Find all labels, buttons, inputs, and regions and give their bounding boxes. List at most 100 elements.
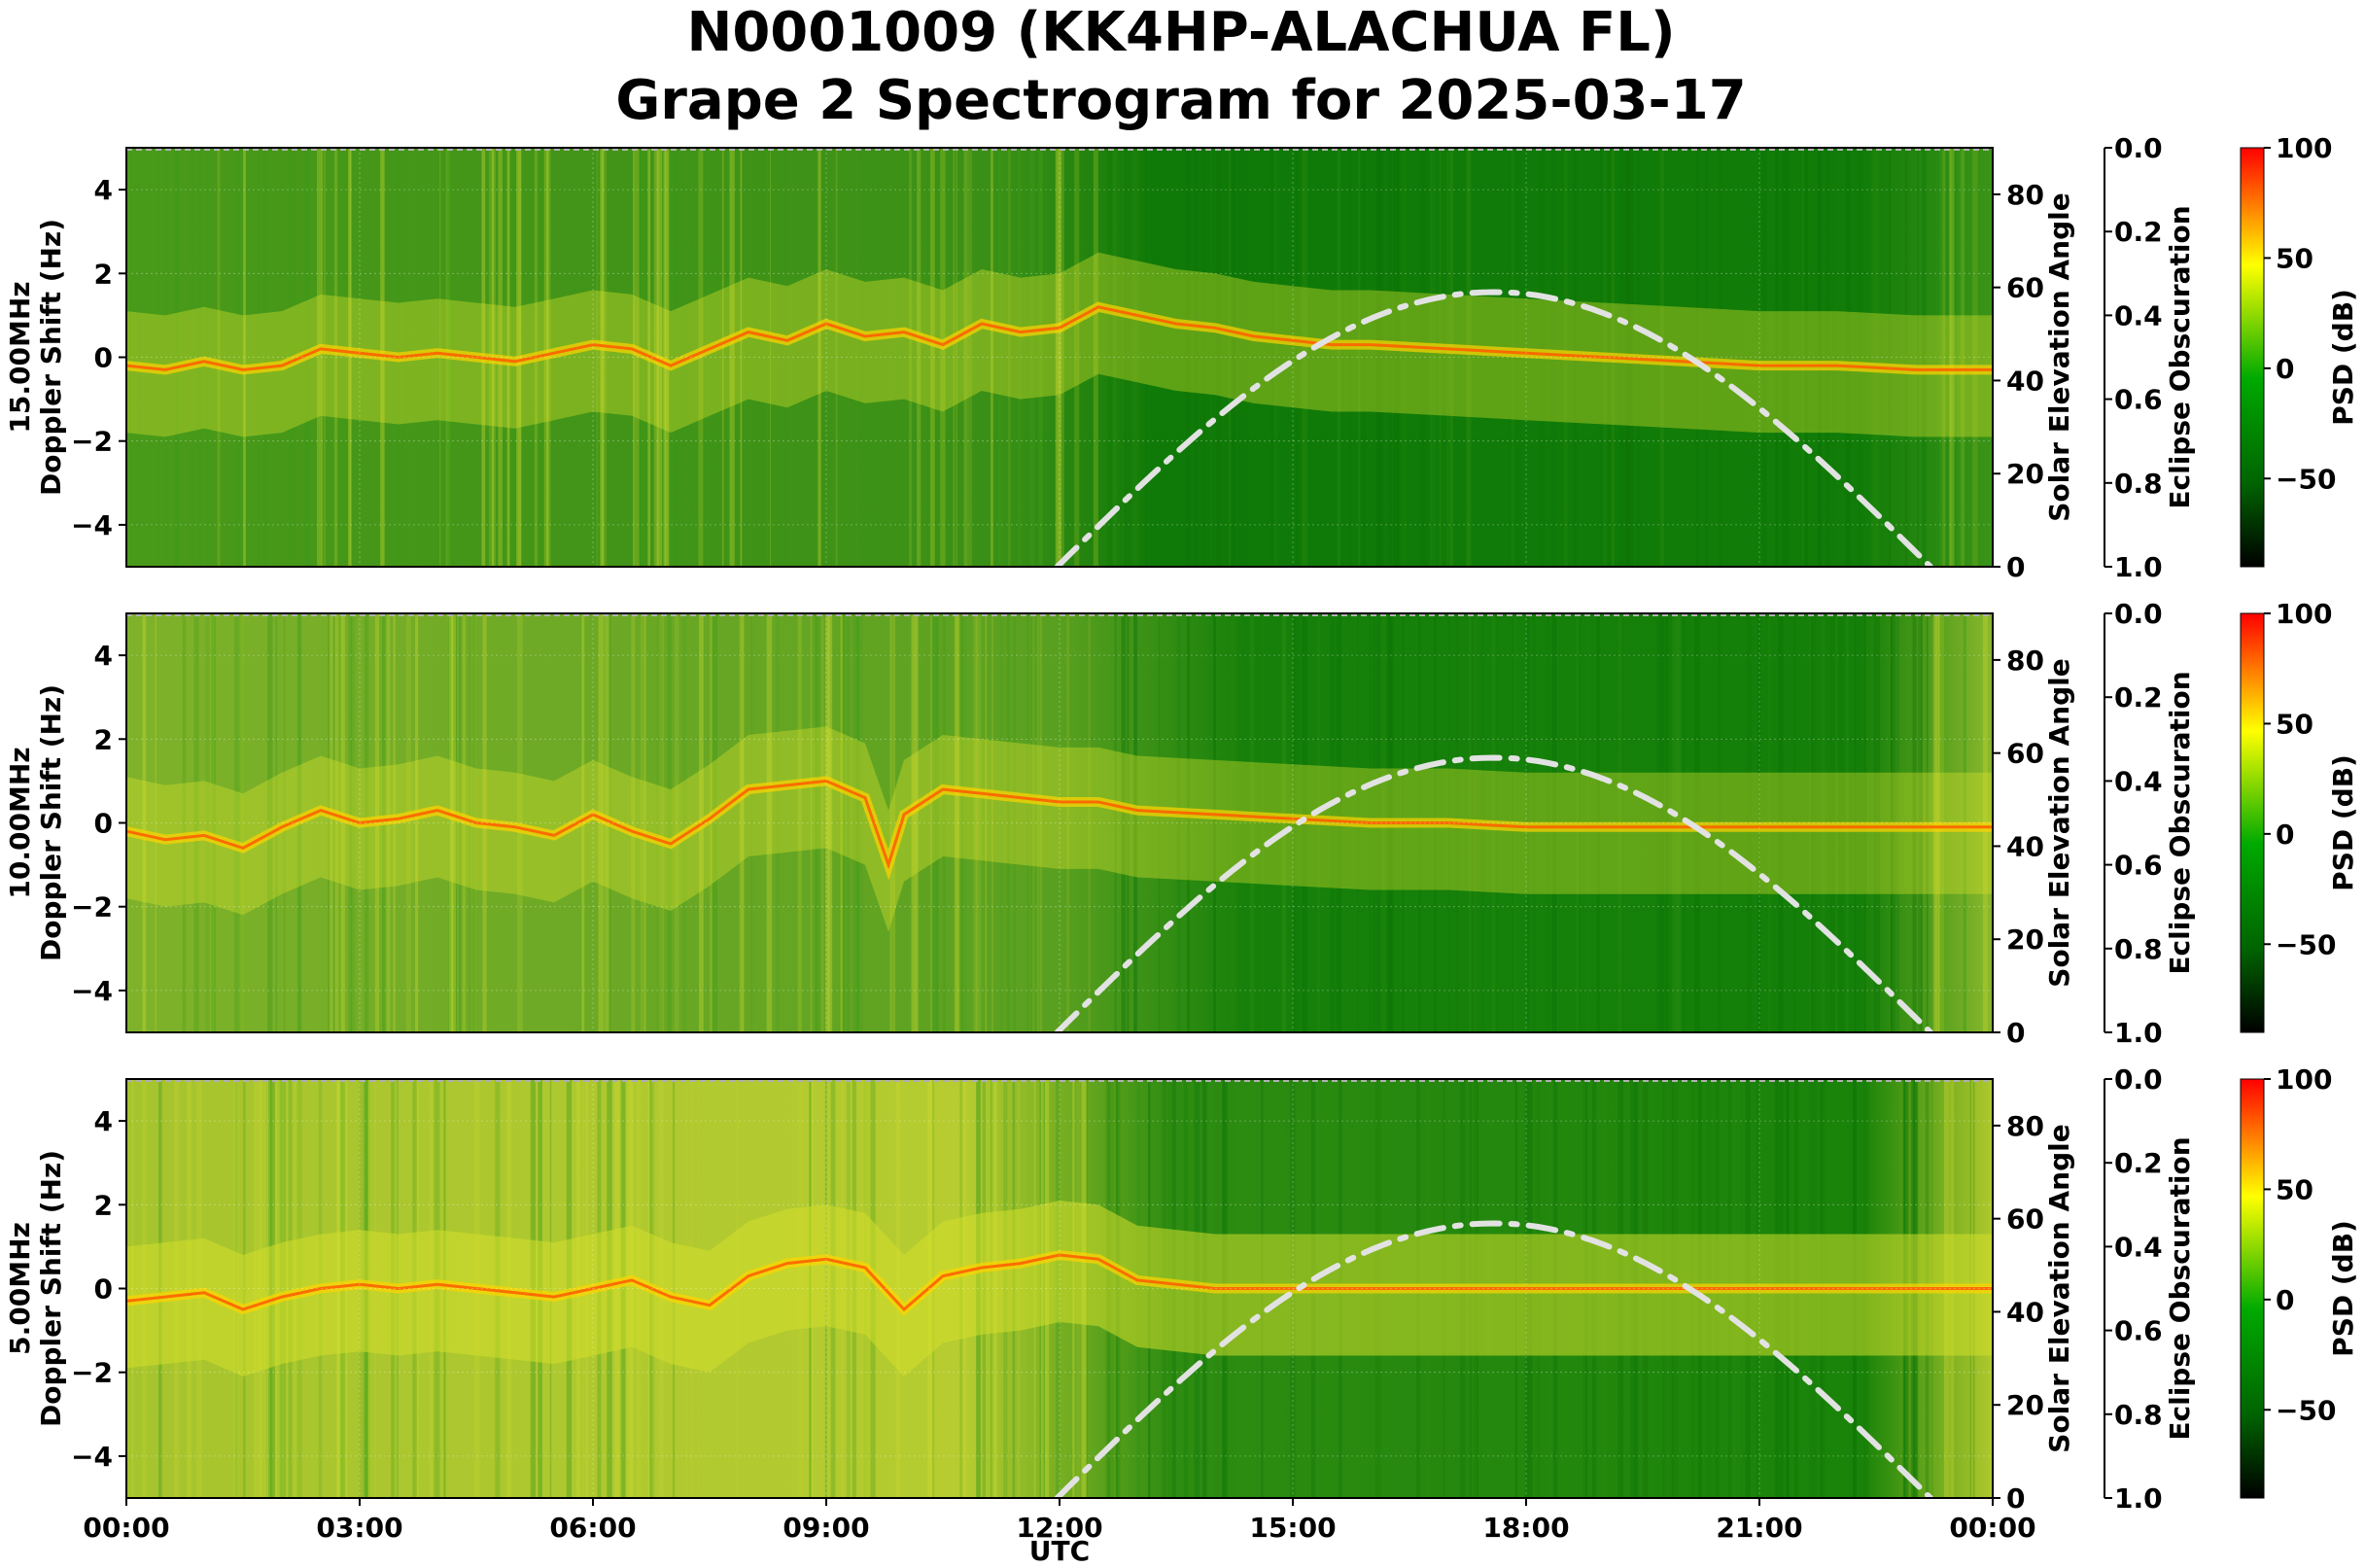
noise-streak: [1781, 148, 1787, 567]
solar-elevation-curve: [1054, 1220, 1933, 1498]
noise-streak: [1375, 148, 1381, 567]
noise-streak: [599, 148, 605, 567]
noise-streak: [681, 613, 687, 1032]
noise-streak: [766, 148, 769, 567]
colorbar-tick-label: 50: [2276, 1173, 2313, 1205]
noise-streak: [1388, 148, 1392, 567]
noise-streak: [1238, 148, 1242, 567]
noise-streak: [940, 148, 946, 567]
noise-streak: [1904, 148, 1908, 567]
noise-streak: [1121, 613, 1126, 1032]
y-tick-label: 2: [94, 258, 113, 290]
eclipse-tick-label: 0.4: [2114, 1231, 2163, 1263]
noise-streak: [1249, 613, 1254, 1032]
y-tick-label: 2: [94, 723, 113, 755]
noise-streak: [1393, 148, 1397, 567]
noise-streak: [263, 148, 269, 567]
noise-streak: [846, 613, 850, 1032]
noise-streak: [1376, 148, 1382, 567]
noise-streak: [729, 148, 735, 567]
noise-streak: [1694, 148, 1699, 567]
eclipse-tick-label: 0.4: [2114, 299, 2163, 331]
noise-streak: [1942, 148, 1946, 567]
colorbar: [2240, 1078, 2265, 1499]
noise-streak: [240, 613, 245, 1032]
y-tick-label: −2: [71, 426, 113, 458]
colorbar: [2240, 612, 2265, 1033]
noise-streak: [742, 613, 745, 1032]
noise-streak: [937, 613, 939, 1032]
colorbar-tick-label: −50: [2276, 928, 2336, 960]
noise-streak: [1927, 148, 1931, 567]
noise-streak: [750, 613, 752, 1032]
noise-streak: [1399, 148, 1402, 567]
eclipse-tick-label: 0.6: [2114, 384, 2163, 416]
noise-streak: [815, 613, 821, 1032]
noise-streak: [415, 613, 419, 1032]
noise-streak: [835, 148, 838, 567]
noise-streak: [1145, 148, 1148, 567]
noise-streak: [334, 613, 339, 1032]
noise-streak: [1447, 148, 1450, 567]
spectrogram-15.00MHz: [126, 148, 1993, 567]
noise-streak: [1922, 148, 1924, 567]
noise-streak: [1785, 148, 1790, 567]
noise-streak: [453, 613, 457, 1032]
solar-tick-label: 0: [2006, 1482, 2025, 1515]
noise-streak: [197, 148, 202, 567]
noise-streak: [155, 613, 157, 1032]
noise-streak: [674, 613, 679, 1032]
noise-streak: [1242, 148, 1244, 567]
noise-streak: [963, 148, 968, 567]
y-tick-label: 4: [94, 640, 113, 672]
noise-streak: [1026, 613, 1029, 1032]
noise-streak: [210, 613, 216, 1032]
noise-streak: [1127, 148, 1131, 567]
eclipse-tick-label: 0.8: [2114, 1399, 2163, 1431]
eclipse-tick-label: 0.2: [2114, 681, 2163, 714]
colorbar-tick-label: 0: [2276, 1284, 2294, 1316]
solar-tick-label: 80: [2006, 1110, 2044, 1142]
y-axis-label: Doppler Shift (Hz): [35, 684, 67, 961]
solar-axis-label: Solar Elevation Angle: [2043, 1124, 2075, 1452]
noise-streak: [704, 148, 710, 567]
y-tick-label: 4: [94, 1105, 113, 1137]
noise-streak: [406, 613, 411, 1032]
colorbar-label: PSD (dB): [2327, 1220, 2359, 1357]
noise-streak: [1013, 613, 1016, 1032]
noise-streak: [1871, 148, 1877, 567]
noise-streak: [1057, 148, 1061, 567]
solar-tick-label: 40: [2006, 1296, 2044, 1328]
noise-streak: [1380, 148, 1384, 567]
noise-streak: [797, 613, 802, 1032]
noise-streak: [1230, 613, 1236, 1032]
eclipse-tick-label: 0.8: [2114, 468, 2163, 500]
solar-tick-label: 0: [2006, 1017, 2025, 1049]
noise-streak: [275, 613, 278, 1032]
noise-streak: [766, 613, 773, 1032]
noise-streak: [906, 148, 913, 567]
noise-streak: [1467, 148, 1471, 567]
noise-streak: [328, 613, 330, 1032]
colorbar-tick-label: 100: [2276, 1063, 2332, 1096]
noise-streak: [1158, 613, 1161, 1032]
noise-streak: [825, 613, 830, 1032]
solar-tick-label: 80: [2006, 645, 2044, 677]
x-tick-label: 12:00: [1016, 1512, 1102, 1544]
x-tick-label: 09:00: [783, 1512, 869, 1544]
noise-streak: [452, 613, 455, 1032]
noise-streak: [1039, 148, 1043, 567]
noise-streak: [1191, 613, 1194, 1032]
noise-streak: [1133, 613, 1135, 1032]
noise-streak: [459, 613, 462, 1032]
noise-streak: [240, 613, 245, 1032]
noise-streak: [1176, 613, 1181, 1032]
noise-streak: [1775, 148, 1778, 567]
noise-streak: [1337, 148, 1340, 567]
noise-streak: [1949, 148, 1955, 567]
y-tick-label: 0: [94, 342, 113, 374]
noise-streak: [1187, 613, 1190, 1032]
noise-streak: [810, 613, 813, 1032]
x-tick-label: 00:00: [1949, 1512, 2035, 1544]
